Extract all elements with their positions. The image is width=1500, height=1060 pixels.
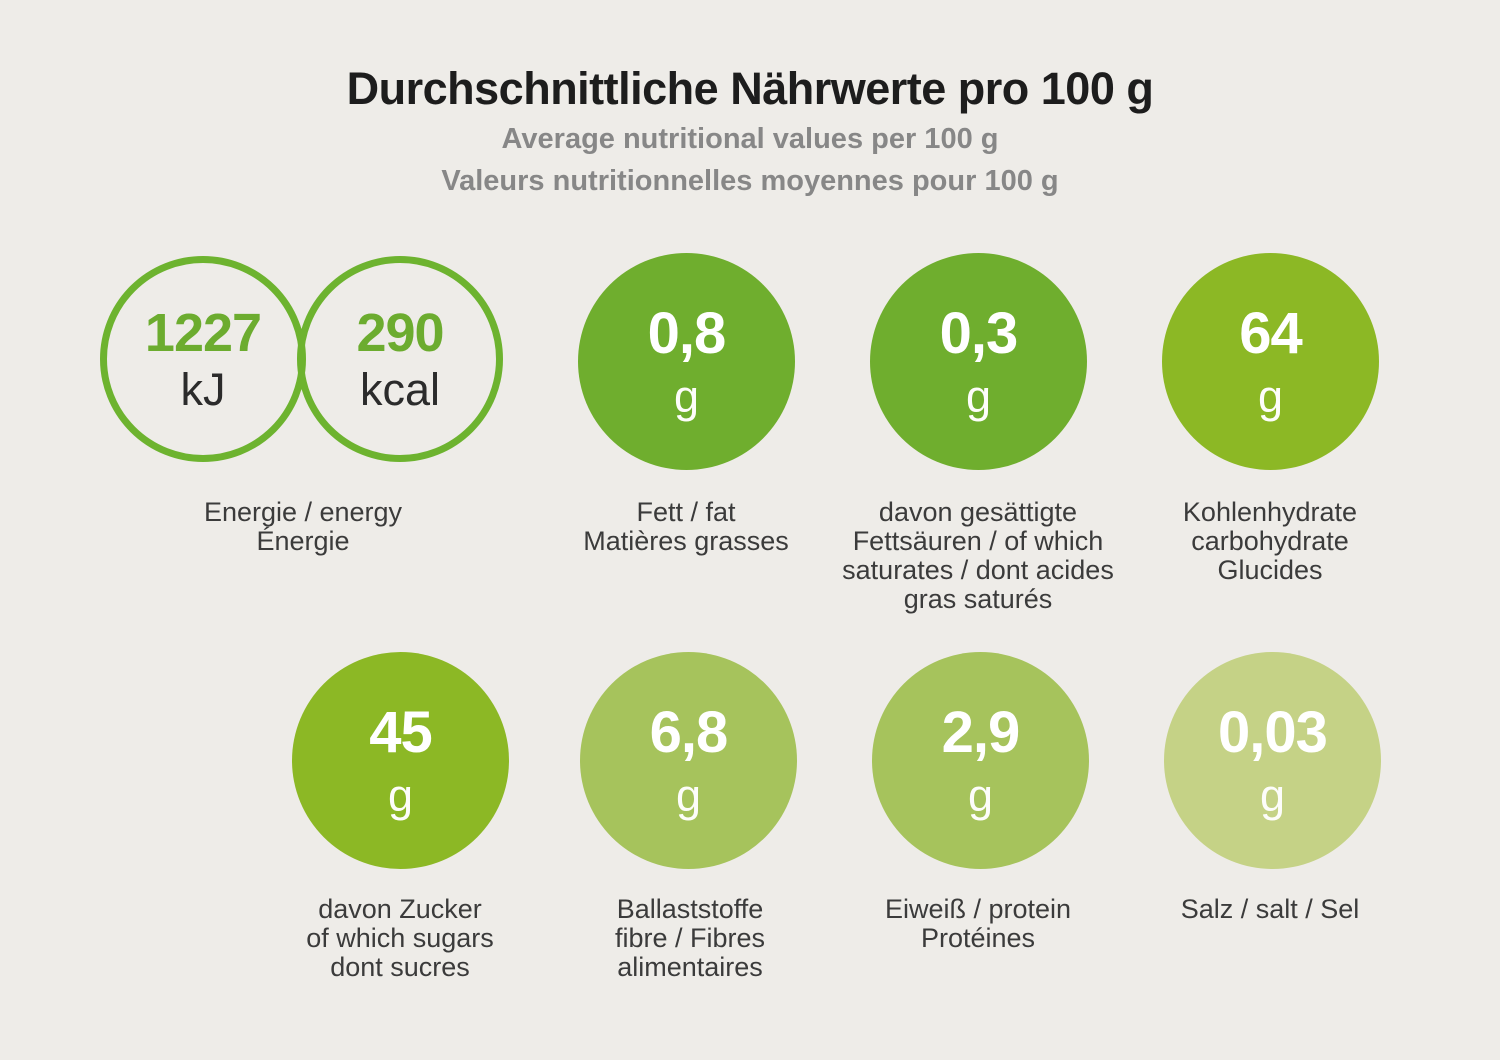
salt-label-line: Salz / salt / Sel (1180, 894, 1360, 924)
sugars-unit: g (387, 769, 414, 821)
fat-circle: 0,8 g (578, 253, 795, 470)
saturates-unit: g (965, 370, 992, 422)
page-title: Durchschnittliche Nährwerte pro 100 g (346, 63, 1154, 114)
carbohydrate-label-line: Glucides (1217, 555, 1323, 585)
saturates-label-line: davon gesättigte (878, 497, 1078, 527)
header: Durchschnittliche Nährwerte pro 100 g Av… (0, 64, 1500, 198)
energy-kj-unit: kJ (180, 364, 226, 415)
carbohydrate-label-line: carbohydrate (1191, 526, 1349, 556)
carbohydrate-label-line: Kohlenhydrate (1182, 497, 1358, 527)
saturates-label-line: gras saturés (903, 584, 1053, 614)
protein-unit: g (967, 769, 994, 821)
sugars-label-line: of which sugars (306, 923, 494, 953)
energy-kcal-unit: kcal (359, 364, 441, 415)
energy-label-line: Énergie (256, 526, 350, 556)
sugars-circle: 45 g (292, 652, 509, 869)
salt-circle: 0,03 g (1164, 652, 1381, 869)
energy-label-line: Energie / energy (203, 497, 403, 527)
sugars-label-line: davon Zucker (318, 894, 482, 924)
fibre-label-line: Ballaststoffe (616, 894, 764, 924)
fat-unit: g (673, 370, 700, 422)
protein-label-line: Eiweiß / protein (884, 894, 1072, 924)
fibre-label-line: fibre / Fibres (614, 923, 766, 953)
carbohydrate-circle: 64 g (1162, 253, 1379, 470)
salt-label: Salz / salt / Sel (1100, 895, 1440, 924)
fibre-label: Ballaststoffe fibre / Fibres alimentaire… (520, 895, 860, 982)
carbohydrate-unit: g (1257, 370, 1284, 422)
saturates-circle: 0,3 g (870, 253, 1087, 470)
fibre-label-line: alimentaires (617, 952, 763, 982)
carbohydrate-value: 64 (1239, 300, 1303, 366)
carbohydrate-label: Kohlenhydrate carbohydrate Glucides (1100, 498, 1440, 585)
fibre-unit: g (675, 769, 702, 821)
fat-label-line: Fett / fat (636, 497, 736, 527)
energy-kj-value: 1227 (144, 303, 262, 363)
salt-unit: g (1259, 769, 1286, 821)
sugars-value: 45 (369, 699, 433, 765)
sugars-label-line: dont sucres (330, 952, 470, 982)
fat-label-line: Matières grasses (583, 526, 789, 556)
subtitle-french: Valeurs nutritionnelles moyennes pour 10… (441, 164, 1059, 197)
energy-kcal-circle: 290 kcal (297, 256, 503, 462)
subtitle-english: Average nutritional values per 100 g (501, 122, 999, 155)
salt-value: 0,03 (1218, 699, 1328, 765)
protein-label: Eiweiß / protein Protéines (808, 895, 1148, 953)
energy-kj-circle: 1227 kJ (100, 256, 306, 462)
protein-value: 2,9 (941, 699, 1021, 765)
energy-kcal-value: 290 (356, 303, 444, 363)
sugars-label: davon Zucker of which sugars dont sucres (230, 895, 570, 982)
protein-circle: 2,9 g (872, 652, 1089, 869)
fat-value: 0,8 (647, 300, 727, 366)
fibre-circle: 6,8 g (580, 652, 797, 869)
fibre-value: 6,8 (649, 699, 729, 765)
fat-label: Fett / fat Matières grasses (516, 498, 856, 556)
energy-label: Energie / energy Énergie (133, 498, 473, 556)
saturates-label-line: saturates / dont acides (842, 555, 1114, 585)
saturates-value: 0,3 (939, 300, 1019, 366)
protein-label-line: Protéines (920, 923, 1036, 953)
saturates-label: davon gesättigte Fettsäuren / of which s… (808, 498, 1148, 614)
saturates-label-line: Fettsäuren / of which (852, 526, 1104, 556)
